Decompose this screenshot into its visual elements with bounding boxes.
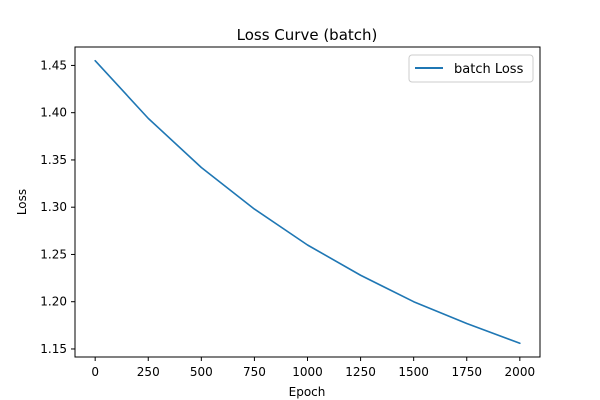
x-axis-ticks: 0 250 500 750 1000 1250 1500 1750 2000 (91, 357, 535, 379)
y-tick-label: 1.15 (40, 342, 67, 356)
x-tick-label: 1250 (345, 365, 376, 379)
y-axis-label: Loss (15, 189, 29, 215)
plot-background (75, 47, 540, 357)
x-axis-label: Epoch (289, 385, 326, 399)
series-line-batch-loss (94, 59, 521, 345)
y-axis-ticks: 1.15 1.20 1.25 1.30 1.35 1.40 1.45 (40, 58, 75, 356)
y-tick-label: 1.30 (40, 200, 67, 214)
y-tick-label: 1.35 (40, 153, 67, 167)
x-tick-label: 750 (243, 365, 266, 379)
y-tick-label: 1.25 (40, 247, 67, 261)
x-tick-label: 1750 (451, 365, 482, 379)
chart-title: Loss Curve (batch) (237, 26, 378, 44)
x-tick-label: 500 (190, 365, 213, 379)
legend-label-batch-loss: batch Loss (454, 62, 524, 77)
x-tick-label: 1000 (292, 365, 323, 379)
x-tick-label: 250 (137, 365, 160, 379)
x-tick-label: 0 (91, 365, 99, 379)
x-tick-label: 2000 (505, 365, 536, 379)
legend: batch Loss (408, 54, 534, 83)
x-tick-label: 1500 (398, 365, 429, 379)
plot-area (75, 47, 540, 357)
y-tick-label: 1.40 (40, 106, 67, 120)
legend-box (408, 54, 534, 83)
y-tick-label: 1.45 (40, 58, 67, 72)
y-tick-label: 1.20 (40, 295, 67, 309)
series-layer (94, 59, 521, 345)
